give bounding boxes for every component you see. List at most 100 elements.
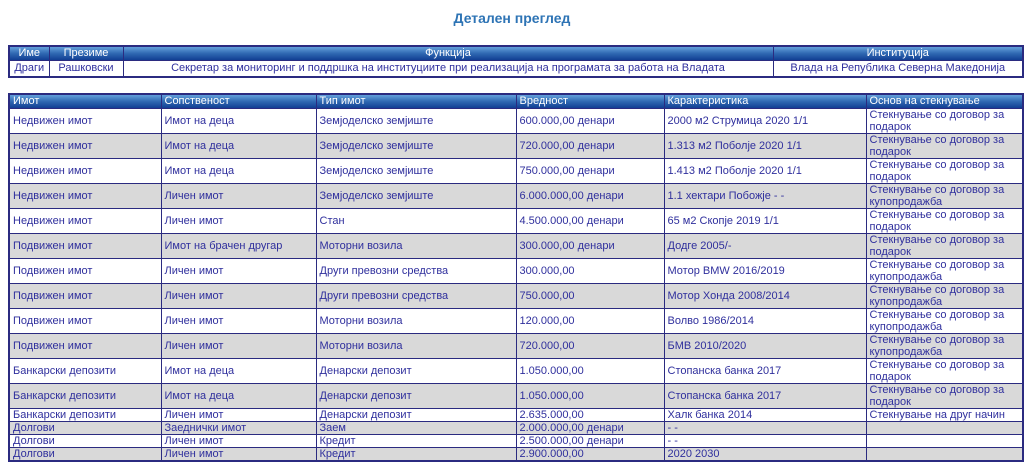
header-row: Име Презиме Функција Институција (8, 45, 1024, 61)
table-cell: - - (663, 421, 867, 435)
table-row: Долгови Личен имот Кредит 2.500.000,00 дена… (8, 434, 1024, 448)
table-row: Недвижен имот Имот на деца Земјоделско зем… (8, 108, 1024, 134)
table-cell: 1.1 хектари Побожје - - (663, 183, 867, 209)
table-cell: Личен имот (160, 183, 317, 209)
column-header: Функција (122, 45, 774, 61)
table-cell: БМВ 2010/2020 (663, 333, 867, 359)
table-cell: Недвижен имот (8, 133, 162, 159)
table-cell: Секретар за мониторинг и поддршка на инс… (122, 60, 774, 78)
table-cell: Стекнување со договор за купопродажба (865, 183, 1024, 209)
table-cell: Подвижен имот (8, 333, 162, 359)
table-cell: Заеднички имот (160, 421, 317, 435)
table-cell: Личен имот (160, 333, 317, 359)
table-cell: Мотор BMW 2016/2019 (663, 258, 867, 284)
table-row: Подвижен имот Имот на брачен другар Моторн… (8, 233, 1024, 259)
table-cell: Банкарски депозити (8, 408, 162, 422)
table-cell: Моторни возила (315, 333, 517, 359)
table-cell: Имот на деца (160, 158, 317, 184)
table-row: Долгови Личен имот Кредит 2.900.000,00 2020 … (8, 447, 1024, 462)
table-row: Подвижен имот Личен имот Моторни возила 720… (8, 333, 1024, 359)
table-cell: Имот на деца (160, 383, 317, 409)
table-cell: 2020 2030 (663, 447, 867, 462)
table-cell: Банкарски депозити (8, 383, 162, 409)
table-cell: Стекнување со договор за подарок (865, 108, 1024, 134)
table-cell: Денарски депозит (315, 358, 517, 384)
column-header: Вредност (515, 93, 665, 109)
table-cell: Денарски депозит (315, 408, 517, 422)
table-cell: Стекнување со договор за подарок (865, 158, 1024, 184)
table-cell: Стан (315, 208, 517, 234)
table-cell: Кредит (315, 434, 517, 448)
table-row: Недвижен имот Имот на деца Земјоделско зем… (8, 133, 1024, 159)
table-cell: Драги (8, 60, 50, 78)
table-cell: Стекнување со договор за подарок (865, 358, 1024, 384)
table-cell: Личен имот (160, 258, 317, 284)
table-cell: Подвижен имот (8, 283, 162, 309)
table-cell: Долгови (8, 434, 162, 448)
table-cell: Стекнување со договор за купопродажба (865, 258, 1024, 284)
table-cell: Имот на деца (160, 108, 317, 134)
table-cell: Недвижен имот (8, 208, 162, 234)
column-header: Карактеристика (663, 93, 867, 109)
table-cell: Земјоделско земјиште (315, 133, 517, 159)
table-cell: Личен имот (160, 208, 317, 234)
table-cell: 2.635.000,00 (515, 408, 665, 422)
table-cell: 120.000,00 (515, 308, 665, 334)
table-row: Банкарски депозити Имот на деца Денарски д… (8, 358, 1024, 384)
table-cell: 2000 м2 Струмица 2020 1/1 (663, 108, 867, 134)
table-cell: Долгови (8, 421, 162, 435)
table-cell: Имот на деца (160, 133, 317, 159)
table-cell: 720.000,00 (515, 333, 665, 359)
table-row: Драги Рашковски Секретар за мониторинг и п… (8, 60, 1024, 78)
table-row: Подвижен имот Личен имот Други превозни ср… (8, 283, 1024, 309)
table-cell: Личен имот (160, 408, 317, 422)
table-cell: Личен имот (160, 308, 317, 334)
header-row: Имот Сопственост Тип имот Вредност Карактери… (8, 93, 1024, 109)
table-cell: 6.000.000,00 денари (515, 183, 665, 209)
table-cell (865, 447, 1024, 462)
person-table: Име Презиме Функција Институција Драги Рашко… (8, 45, 1024, 78)
table-cell: Имот на брачен другар (160, 233, 317, 259)
table-cell: Стекнување со договор за подарок (865, 133, 1024, 159)
table-cell: Стекнување со договор за купопродажба (865, 308, 1024, 334)
table-cell: 600.000,00 денари (515, 108, 665, 134)
table-cell: Стекнување со договор за подарок (865, 233, 1024, 259)
table-cell: 2.000.000,00 денари (515, 421, 665, 435)
table-cell: 1.413 м2 Поболје 2020 1/1 (663, 158, 867, 184)
table-cell: Личен имот (160, 283, 317, 309)
page-title: Детален преглед (453, 10, 571, 26)
table-cell: Стекнување со договор за купопродажба (865, 333, 1024, 359)
table-cell: Стекнување со договор за купопродажба (865, 283, 1024, 309)
table-cell: Моторни возила (315, 308, 517, 334)
table-cell: Земјоделско земјиште (315, 183, 517, 209)
table-cell: Кредит (315, 447, 517, 462)
table-row: Недвижен имот Имот на деца Земјоделско зем… (8, 158, 1024, 184)
table-cell: Стекнување со договор за подарок (865, 208, 1024, 234)
table-cell: 300.000,00 денари (515, 233, 665, 259)
column-header: Имот (8, 93, 162, 109)
table-cell: Мотор Хонда 2008/2014 (663, 283, 867, 309)
table-cell: Рашковски (48, 60, 124, 78)
column-header: Сопственост (160, 93, 317, 109)
table-cell: Стопанска банка 2017 (663, 383, 867, 409)
table-cell: Подвижен имот (8, 258, 162, 284)
table-cell: Волво 1986/2014 (663, 308, 867, 334)
table-row: Подвижен имот Личен имот Моторни возила 120… (8, 308, 1024, 334)
table-cell: Стекнување на друг начин (865, 408, 1024, 422)
table-cell: Моторни возила (315, 233, 517, 259)
table-cell: Влада на Република Северна Македонија (772, 60, 1024, 78)
table-cell: 4.500.000,00 денари (515, 208, 665, 234)
table-cell: Халк банка 2014 (663, 408, 867, 422)
column-header: Тип имот (315, 93, 517, 109)
table-cell (865, 434, 1024, 448)
table-cell: 300.000,00 (515, 258, 665, 284)
table-cell: Стопанска банка 2017 (663, 358, 867, 384)
table-cell: 1.050.000,00 (515, 358, 665, 384)
table-cell: Други превозни средства (315, 283, 517, 309)
table-cell: Личен имот (160, 434, 317, 448)
table-row: Недвижен имот Личен имот Стан 4.500.000,00 … (8, 208, 1024, 234)
table-cell: Недвижен имот (8, 183, 162, 209)
table-cell: Земјоделско земјиште (315, 108, 517, 134)
table-row: Долгови Заеднички имот Заем 2.000.000,00 де… (8, 421, 1024, 435)
table-cell: Стекнување со договор за подарок (865, 383, 1024, 409)
